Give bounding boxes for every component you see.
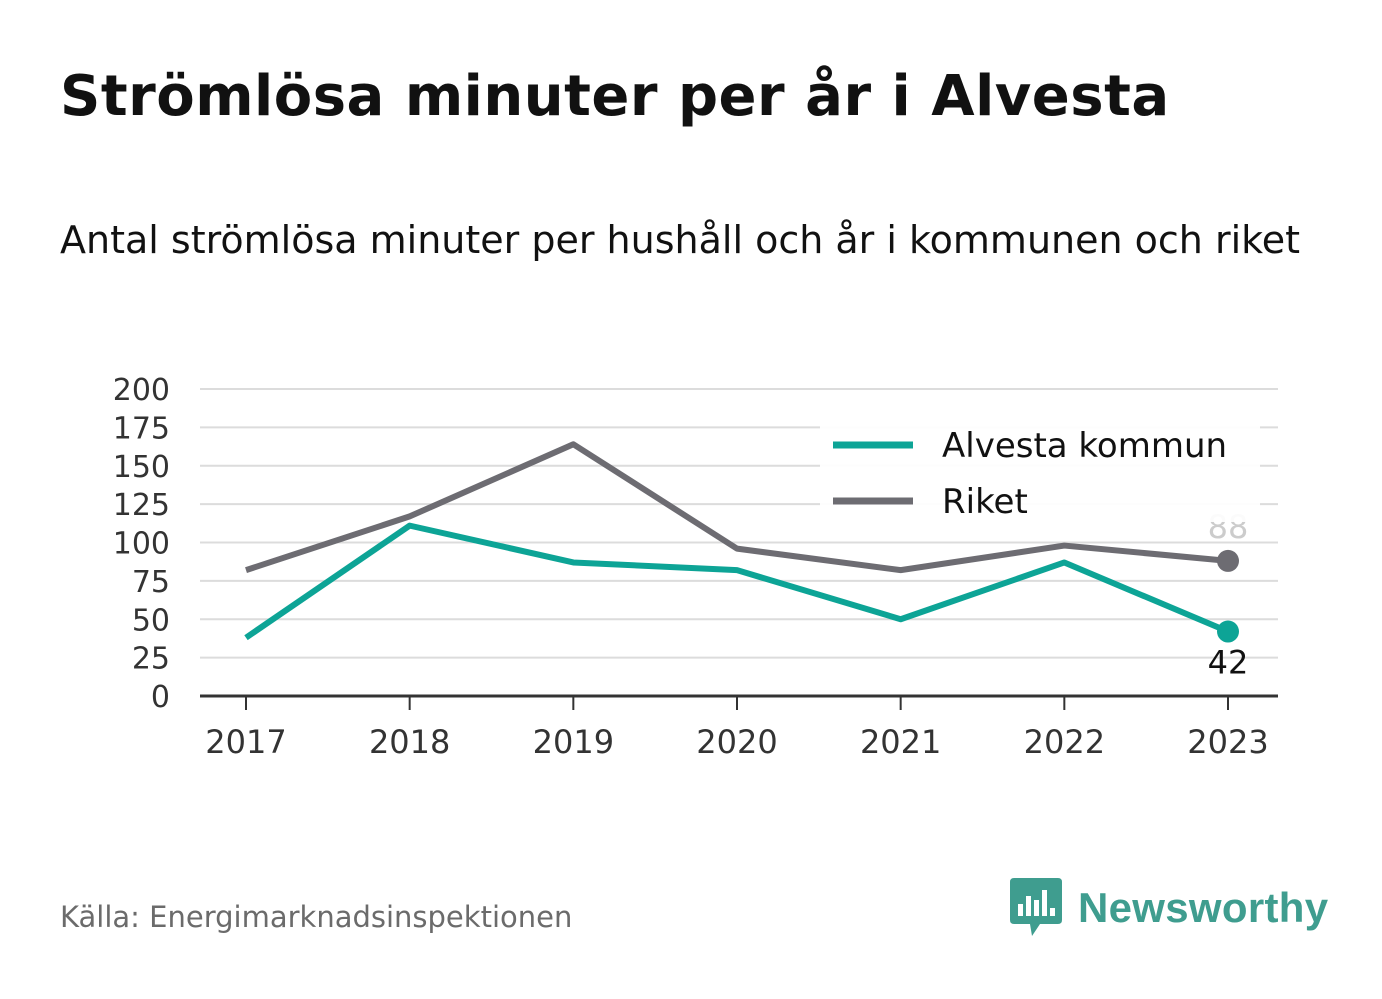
chart-title: Strömlösa minuter per år i Alvesta <box>60 64 1170 129</box>
y-tick-label: 50 <box>132 603 170 638</box>
end-point-alvesta-kommun <box>1217 620 1239 643</box>
end-label-alvesta-kommun: 42 <box>1208 644 1249 682</box>
series-line-riket <box>245 441 1229 574</box>
series-line-alvesta-kommun <box>244 522 1230 641</box>
x-tick-label: 2020 <box>696 723 777 761</box>
newsworthy-chat-bars-icon <box>1010 878 1062 936</box>
x-tick-label: 2017 <box>205 723 286 761</box>
y-tick-label: 125 <box>113 488 170 523</box>
chart-subtitle: Antal strömlösa minuter per hushåll och … <box>60 218 1301 262</box>
logo-text: Newsworthy <box>1078 884 1329 931</box>
x-tick-label: 2018 <box>369 723 450 761</box>
y-tick-label: 25 <box>132 642 170 677</box>
y-tick-label: 0 <box>151 680 170 715</box>
y-tick-label: 150 <box>113 450 170 485</box>
source-note: Källa: Energimarknadsinspektionen <box>60 900 573 934</box>
legend-label-riket: Riket <box>942 482 1028 522</box>
newsworthy-logo: Newsworthy <box>1010 878 1328 938</box>
x-tick-label: 2023 <box>1187 723 1268 761</box>
end-point-riket <box>1217 549 1239 572</box>
legend-label-alvesta-kommun: Alvesta kommun <box>942 426 1227 466</box>
x-tick-label: 2019 <box>533 723 614 761</box>
y-tick-label: 200 <box>113 373 170 408</box>
legend-background <box>820 418 1260 522</box>
x-tick-label: 2021 <box>860 723 941 761</box>
y-tick-label: 175 <box>113 411 170 446</box>
x-tick-label: 2022 <box>1024 723 1105 761</box>
y-tick-label: 75 <box>132 565 170 600</box>
y-tick-label: 100 <box>113 527 170 562</box>
